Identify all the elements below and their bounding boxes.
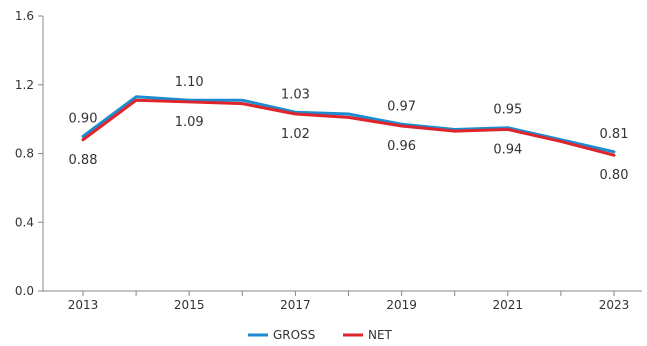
legend-label-net: NET [368, 328, 393, 342]
x-tick-label: 2023 [599, 298, 630, 312]
x-tick-label: 2017 [280, 298, 311, 312]
y-tick-label: 0.8 [15, 147, 34, 161]
data-label-net: 0.80 [600, 168, 629, 183]
data-label-gross: 1.03 [281, 87, 310, 102]
legend: GROSS NET [248, 328, 393, 342]
series-layer [81, 95, 616, 157]
data-labels: 0.90 1.10 1.03 0.97 0.95 0.81 0.88 1.09 1.02 0.96… [69, 75, 629, 183]
x-tick-label: 2021 [493, 298, 524, 312]
y-tick-label: 1.2 [15, 78, 34, 92]
data-label-gross: 0.90 [69, 111, 98, 126]
data-label-net: 0.88 [69, 153, 98, 168]
data-label-net: 1.02 [281, 127, 310, 142]
data-label-net: 0.94 [493, 142, 522, 157]
series-line-gross [81, 95, 616, 154]
x-tick-label: 2015 [174, 298, 205, 312]
y-tick-label: 0.0 [15, 284, 34, 298]
y-tick-label: 0.4 [15, 215, 34, 229]
data-label-gross: 0.81 [600, 127, 629, 142]
data-label-net: 1.09 [175, 115, 204, 130]
x-tick-label: 2019 [386, 298, 417, 312]
y-tick-label: 1.6 [15, 9, 34, 23]
data-label-gross: 0.95 [493, 103, 522, 118]
axes: 0.0 0.4 0.8 1.2 1.6 2013 2015 2017 2019 2021 2023 [15, 9, 642, 312]
data-label-gross: 1.10 [175, 75, 204, 90]
data-label-net: 0.96 [387, 139, 416, 154]
data-label-gross: 0.97 [387, 99, 416, 114]
series-line-net [81, 98, 616, 157]
legend-label-gross: GROSS [273, 328, 315, 342]
x-tick-label: 2013 [68, 298, 99, 312]
